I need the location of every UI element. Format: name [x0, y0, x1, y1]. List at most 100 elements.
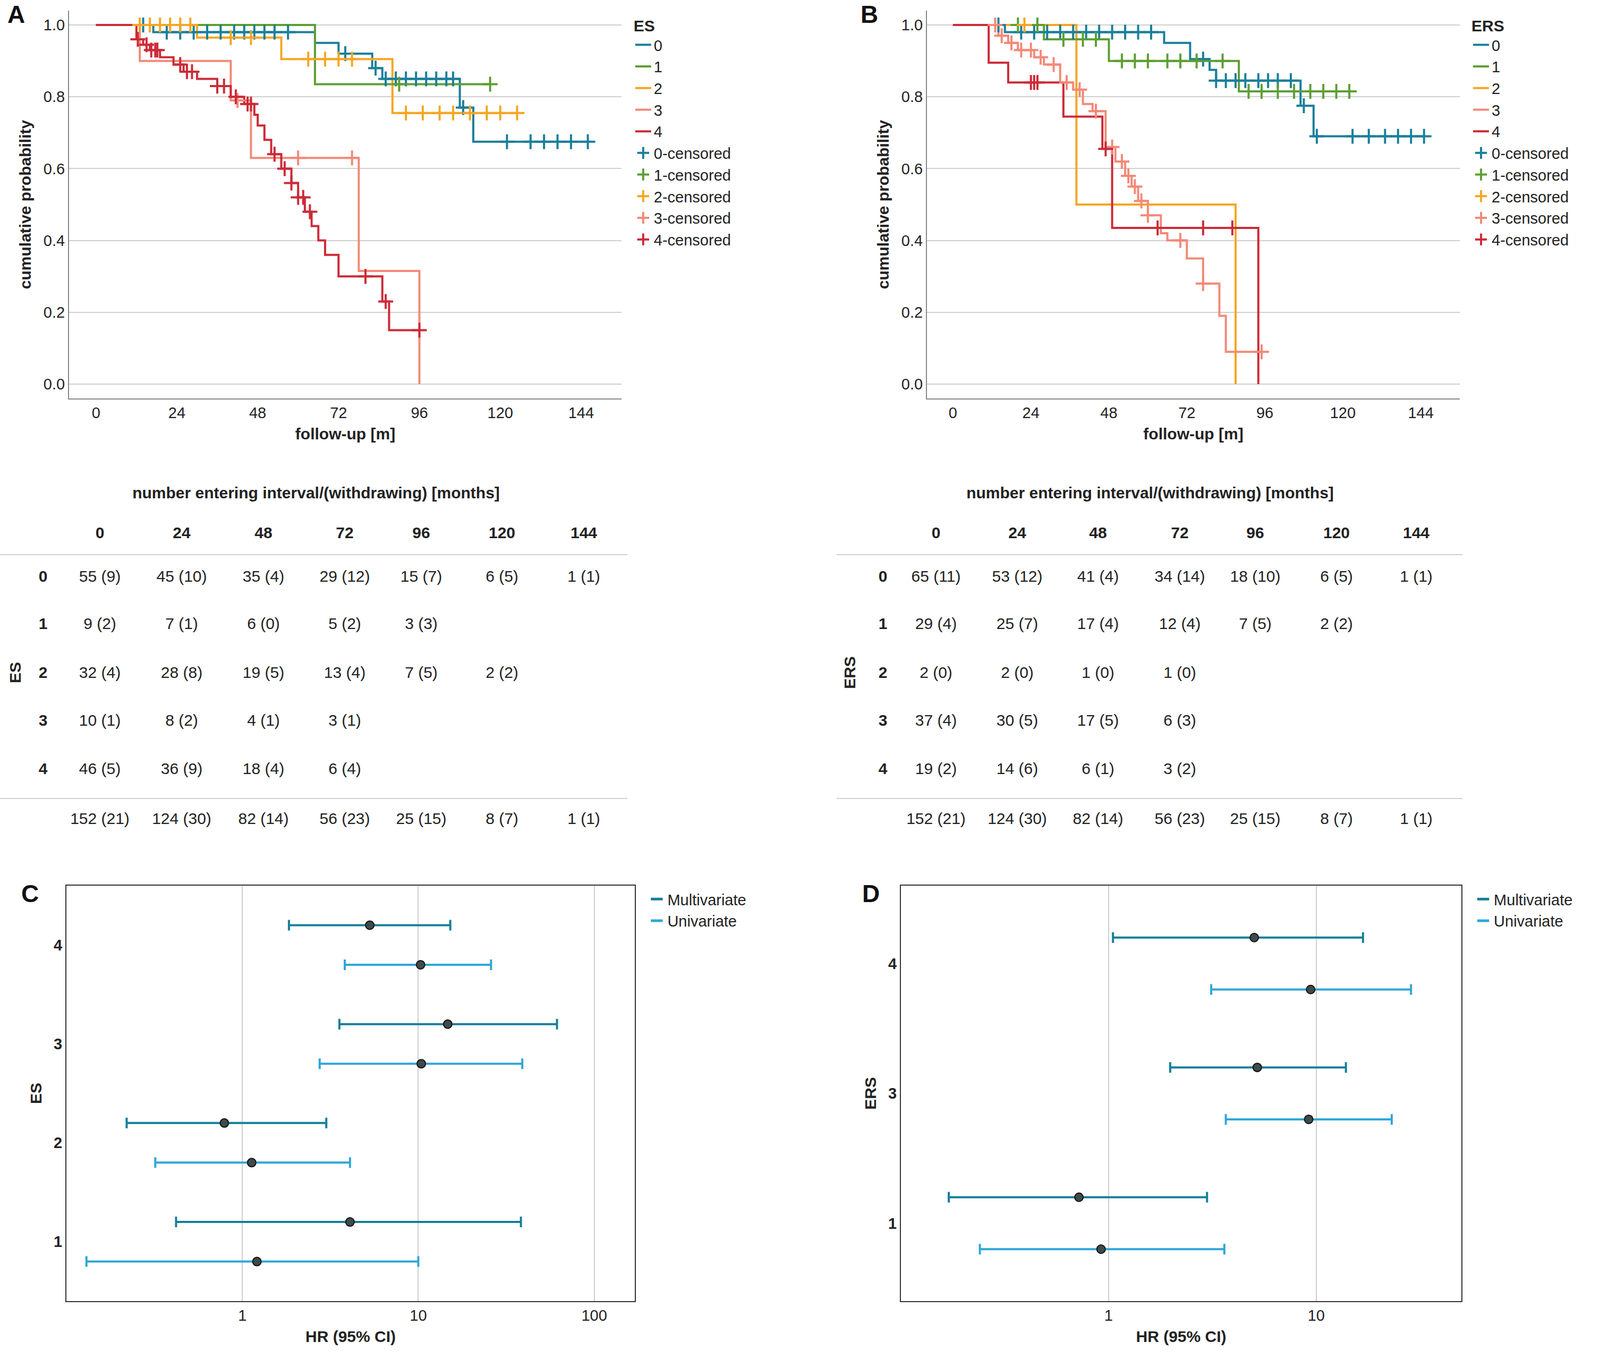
svg-text:4-censored: 4-censored: [653, 231, 731, 249]
svg-text:4: 4: [1491, 123, 1501, 141]
svg-text:cumulative probability: cumulative probability: [874, 119, 892, 289]
svg-text:HR (95% CI): HR (95% CI): [305, 1327, 396, 1346]
svg-text:48: 48: [1100, 404, 1118, 422]
svg-text:10: 10: [409, 1306, 427, 1324]
svg-text:4: 4: [888, 955, 897, 973]
svg-text:1: 1: [653, 58, 663, 76]
svg-text:2-censored: 2-censored: [1491, 188, 1569, 206]
html-text:18 (4): 18 (4): [242, 759, 285, 778]
svg-text:4: 4: [653, 123, 663, 141]
svg-text:0.6: 0.6: [901, 160, 923, 178]
html-text:36 (9): 36 (9): [160, 759, 203, 778]
svg-text:0: 0: [653, 37, 663, 55]
svg-text:0-censored: 0-censored: [1491, 145, 1569, 163]
svg-text:0-censored: 0-censored: [653, 145, 731, 163]
svg-text:1: 1: [888, 1214, 897, 1232]
svg-text:0: 0: [1491, 37, 1501, 55]
svg-text:0.2: 0.2: [901, 303, 923, 321]
svg-text:3: 3: [53, 1035, 63, 1053]
svg-text:24: 24: [168, 404, 186, 422]
html-text:6 (0): 6 (0): [247, 614, 280, 633]
svg-text:96: 96: [410, 404, 428, 422]
svg-text:120: 120: [487, 404, 514, 422]
svg-text:0.0: 0.0: [43, 375, 65, 393]
html-text:72: 72: [335, 523, 354, 542]
html-text:32 (4): 32 (4): [79, 663, 121, 682]
svg-text:48: 48: [249, 404, 267, 422]
html-text:5 (2): 5 (2): [328, 614, 362, 633]
svg-text:144: 144: [1407, 404, 1434, 422]
svg-text:0: 0: [948, 404, 958, 422]
svg-text:Multivariate: Multivariate: [1493, 891, 1573, 909]
svg-text:0.4: 0.4: [901, 232, 923, 250]
svg-text:Univariate: Univariate: [1493, 912, 1564, 930]
svg-text:3: 3: [888, 1084, 897, 1102]
svg-text:follow-up [m]: follow-up [m]: [1143, 424, 1244, 443]
svg-text:3: 3: [653, 101, 663, 119]
svg-text:120: 120: [1330, 404, 1356, 422]
html-text:19 (5): 19 (5): [242, 663, 285, 682]
svg-text:1: 1: [237, 1306, 247, 1324]
html-text:number entering interval/(with: number entering interval/(withdrawing) […: [132, 483, 500, 502]
html-text:144: 144: [570, 523, 598, 542]
html-text:A: A: [7, 0, 26, 29]
svg-text:2: 2: [1491, 80, 1501, 98]
svg-text:ES: ES: [633, 16, 655, 35]
html-text:24: 24: [172, 523, 191, 542]
html-text:B: B: [860, 0, 879, 29]
svg-text:0.2: 0.2: [43, 303, 65, 321]
svg-text:2: 2: [653, 80, 663, 98]
svg-text:96: 96: [1256, 404, 1274, 422]
svg-text:100: 100: [581, 1306, 607, 1324]
svg-text:0: 0: [91, 404, 101, 422]
svg-text:ES: ES: [27, 1082, 45, 1104]
svg-text:0.0: 0.0: [901, 375, 923, 393]
svg-text:3-censored: 3-censored: [1491, 209, 1569, 227]
html-text:6 (4): 6 (4): [328, 759, 362, 778]
svg-text:72: 72: [329, 404, 347, 422]
svg-text:1-censored: 1-censored: [1491, 166, 1569, 184]
svg-text:1.0: 1.0: [43, 16, 65, 34]
svg-text:ERS: ERS: [1471, 16, 1505, 35]
html-text:2 (2): 2 (2): [485, 663, 519, 682]
html-text:3 (3): 3 (3): [404, 614, 438, 633]
html-text:96: 96: [412, 523, 431, 542]
html-text:152 (21): 152 (21): [70, 809, 130, 828]
svg-text:follow-up [m]: follow-up [m]: [295, 424, 396, 443]
svg-text:cumulative probability: cumulative probability: [16, 119, 34, 289]
svg-text:10: 10: [1307, 1306, 1325, 1324]
svg-text:Univariate: Univariate: [667, 912, 737, 930]
svg-text:0.4: 0.4: [43, 232, 65, 250]
svg-text:1: 1: [1491, 58, 1501, 76]
html-text:48: 48: [254, 523, 273, 542]
html-text:82 (14): 82 (14): [238, 809, 289, 828]
svg-text:144: 144: [568, 404, 594, 422]
html-text:28 (8): 28 (8): [160, 663, 203, 682]
svg-text:1: 1: [1104, 1306, 1113, 1324]
html-text:120: 120: [488, 523, 516, 542]
svg-text:1-censored: 1-censored: [653, 166, 731, 184]
svg-text:24: 24: [1022, 404, 1040, 422]
svg-text:1.0: 1.0: [901, 16, 923, 34]
svg-text:ERS: ERS: [861, 1076, 880, 1110]
svg-text:1: 1: [53, 1232, 63, 1250]
svg-text:0.8: 0.8: [43, 88, 65, 106]
svg-text:4-censored: 4-censored: [1491, 231, 1569, 249]
svg-text:3-censored: 3-censored: [653, 209, 731, 227]
html-text:46 (5): 46 (5): [79, 759, 121, 778]
html-text:124 (30): 124 (30): [151, 809, 212, 828]
svg-text:Multivariate: Multivariate: [667, 891, 746, 909]
svg-text:2: 2: [53, 1134, 63, 1152]
html-text:56 (23): 56 (23): [319, 809, 370, 828]
html-text:9 (2): 9 (2): [83, 614, 117, 633]
svg-text:2-censored: 2-censored: [653, 188, 731, 206]
html-text:7 (1): 7 (1): [165, 614, 199, 633]
svg-text:0.6: 0.6: [43, 160, 65, 178]
svg-text:72: 72: [1178, 404, 1196, 422]
html-text:13 (4): 13 (4): [323, 663, 366, 682]
svg-text:HR (95% CI): HR (95% CI): [1135, 1327, 1227, 1346]
svg-text:4: 4: [53, 936, 63, 954]
svg-text:0.8: 0.8: [901, 88, 923, 106]
html-text:7 (5): 7 (5): [404, 663, 438, 682]
svg-text:3: 3: [1491, 101, 1501, 119]
